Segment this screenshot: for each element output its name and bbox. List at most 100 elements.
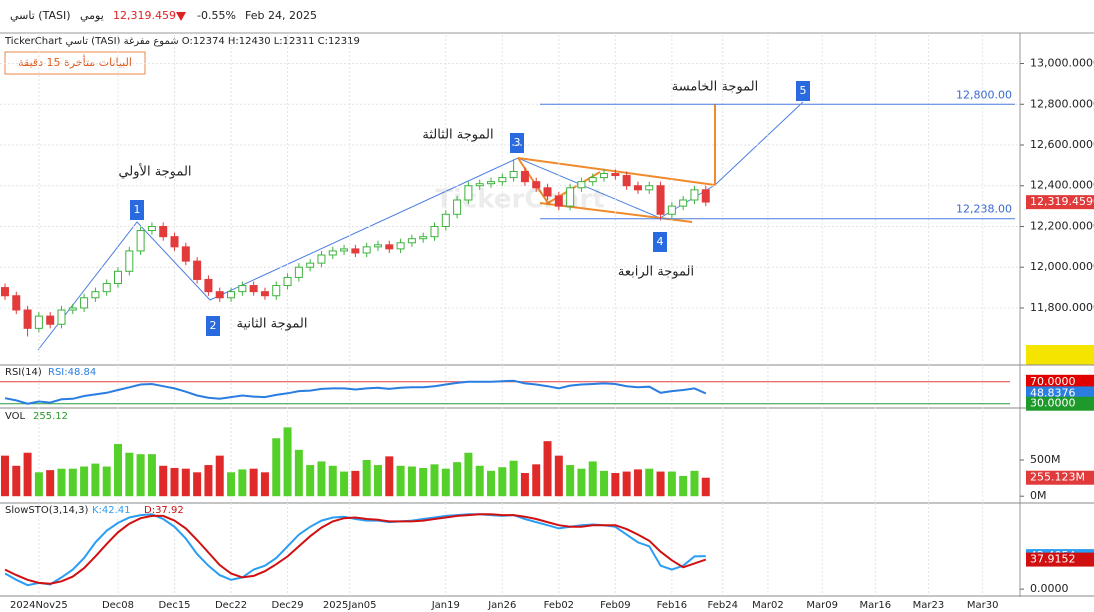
volume-bar <box>147 454 156 497</box>
y-tick-label: 12,800.0000 <box>1030 97 1094 110</box>
badge-label: 255.123M <box>1030 471 1085 484</box>
y-tick-label: 0.0000 <box>1030 582 1069 595</box>
channel-top <box>517 157 716 186</box>
watermark: TickerChart <box>435 185 605 215</box>
x-tick-label: 2025Jan05 <box>323 600 377 611</box>
wave-number: 2 <box>210 319 217 332</box>
volume-bar <box>509 460 518 497</box>
date: Feb 24, 2025 <box>245 9 317 22</box>
candle-body <box>193 260 202 280</box>
volume-bar <box>317 461 326 497</box>
volume-bar <box>68 468 77 497</box>
candle-body <box>577 181 586 189</box>
volume-bar <box>159 465 168 497</box>
volume-bar <box>351 470 360 497</box>
value-badge <box>1026 552 1094 567</box>
x-tick-label: Mar23 <box>913 600 945 611</box>
y-tick-label: 12,000.0000 <box>1030 260 1094 273</box>
volume-bar <box>633 469 642 497</box>
candle-body <box>543 187 552 197</box>
candle-body <box>23 309 32 329</box>
candle-body <box>68 307 77 311</box>
candle-body <box>464 185 473 201</box>
volume-bar <box>260 472 269 497</box>
candle-body <box>667 205 676 215</box>
volume-bar <box>306 465 315 497</box>
volume-bar <box>373 465 382 497</box>
candle-body <box>475 183 484 187</box>
series-readout: K:42.41 <box>92 505 131 516</box>
volume-bar <box>396 465 405 497</box>
volume-bar <box>453 462 462 497</box>
candle-body <box>46 315 55 325</box>
candle-body <box>204 278 213 293</box>
candle-body <box>260 291 269 297</box>
volume-bar <box>46 470 55 497</box>
badge-label: 12,319.4590 <box>1030 195 1094 208</box>
panel-readout: 255.12 <box>33 411 68 422</box>
volume-bar <box>464 452 473 497</box>
period: يومي <box>80 9 104 22</box>
candle-body <box>430 225 439 238</box>
candle-body <box>588 177 597 183</box>
candle-body <box>34 315 43 329</box>
volume-bar <box>91 463 100 497</box>
candle-body <box>181 246 190 262</box>
legend: TickerChart تاسي (TASI) شموع مفرغة O:123… <box>4 36 360 47</box>
volume-bar <box>532 464 541 497</box>
candle-body <box>622 175 631 187</box>
volume-bar <box>656 471 665 497</box>
volume-bar <box>294 449 303 497</box>
candle-body <box>125 250 134 272</box>
volume-bar <box>385 456 394 497</box>
volume-bar <box>645 468 654 497</box>
y-tick-label: 12,200.0000 <box>1030 219 1094 232</box>
candle-body <box>690 189 699 201</box>
candle-body <box>283 276 292 287</box>
wave-box <box>130 200 144 220</box>
volume-bar <box>272 438 281 497</box>
y-tick-label: 11,800.0000 <box>1030 301 1094 314</box>
candle-body <box>441 213 450 227</box>
level-label: 12,800.00 <box>956 88 1012 101</box>
candle-body <box>373 244 382 248</box>
wave-number: 3 <box>514 136 521 149</box>
change: -0.55% <box>197 9 236 22</box>
candle-body <box>170 236 179 248</box>
volume-bar <box>114 444 123 497</box>
wave-box <box>796 81 810 101</box>
x-tick-label: Dec08 <box>102 600 134 611</box>
indicator-line <box>4 379 707 405</box>
volume-bar <box>611 473 620 497</box>
candle-body <box>453 199 462 215</box>
badge-label: 70.0000 <box>1030 375 1076 388</box>
candle-body <box>340 248 349 252</box>
notice-box <box>4 51 146 75</box>
series-readout: D:37.92 <box>144 505 184 516</box>
indicator-line <box>4 513 707 585</box>
volume-bar <box>0 455 9 497</box>
candle-body <box>407 238 416 244</box>
panel-title: RSI(14) <box>5 367 42 378</box>
volume-bar <box>170 467 179 497</box>
candle-body <box>487 181 496 185</box>
volume-bar <box>430 464 439 497</box>
y-tick-label: 0M <box>1030 489 1047 502</box>
volume-bar <box>701 477 710 497</box>
series-readout: RSI:48.84 <box>48 367 96 378</box>
candle-body <box>351 248 360 254</box>
panel-title: SlowSTO(3,14,3) <box>5 505 88 516</box>
x-tick-label: Mar09 <box>806 600 838 611</box>
wave-label: الموجة الثانية <box>237 317 308 332</box>
candle-body <box>12 295 21 311</box>
candle-body <box>238 285 247 293</box>
volume-bar <box>475 465 484 497</box>
candle-body <box>80 297 89 309</box>
y-tick-label: 12,600.0000 <box>1030 138 1094 151</box>
candle-body <box>159 225 168 238</box>
candle-body <box>102 283 111 293</box>
candle-body <box>566 187 575 207</box>
x-tick-label: 2024Nov25 <box>10 600 68 611</box>
y-tick-label: 13,000.0000 <box>1030 57 1094 70</box>
